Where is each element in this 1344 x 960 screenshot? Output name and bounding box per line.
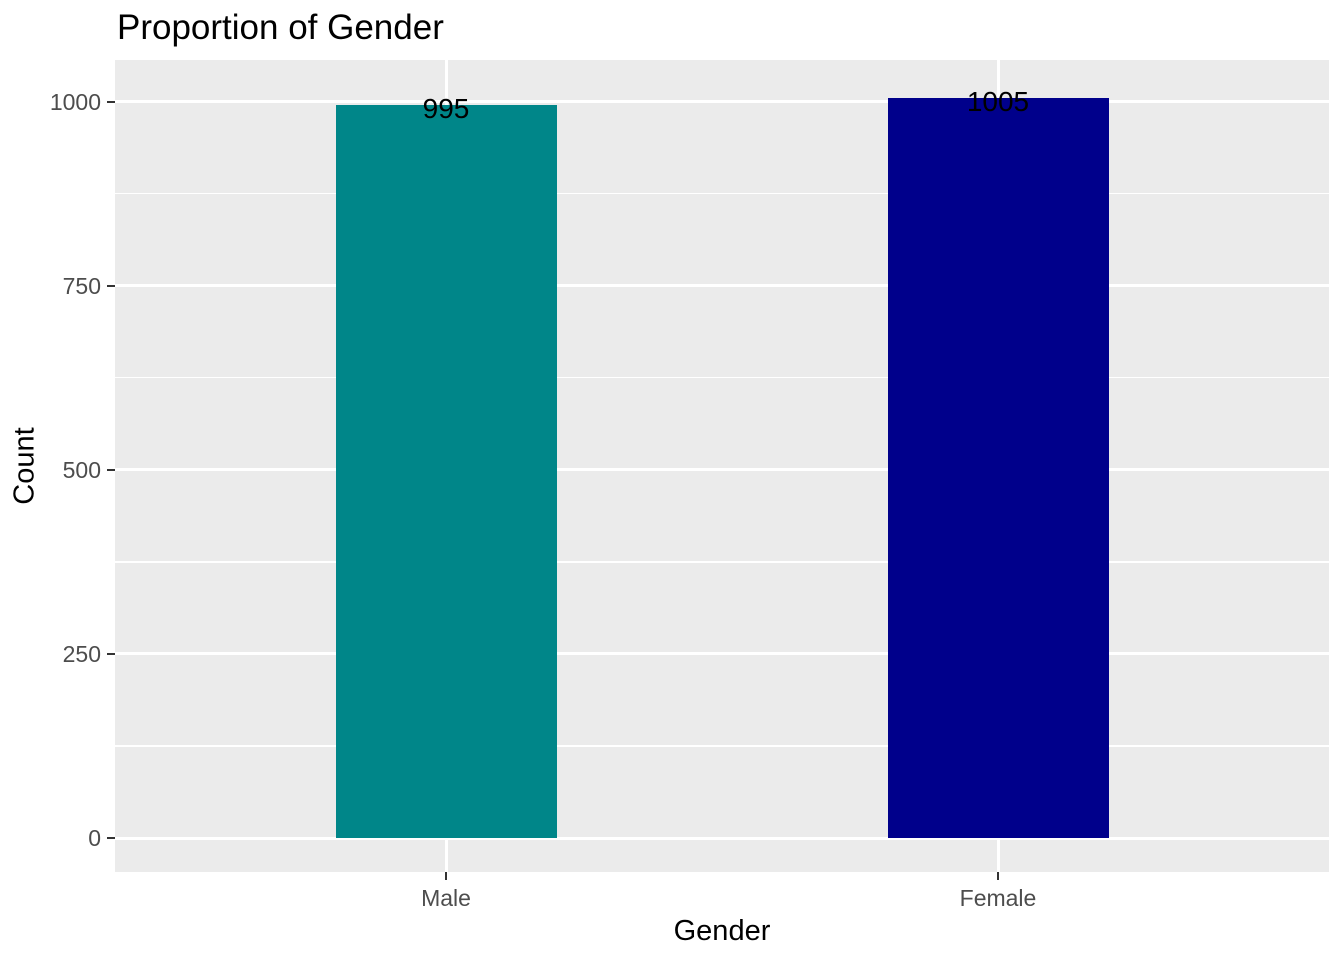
x-tick-mark bbox=[445, 872, 447, 880]
y-tick-label: 500 bbox=[62, 456, 101, 483]
x-tick-label-male: Male bbox=[421, 885, 471, 911]
y-tick-mark bbox=[107, 468, 115, 471]
chart-title: Proportion of Gender bbox=[117, 8, 444, 47]
y-tick-mark bbox=[107, 837, 115, 839]
gridline-minor-y bbox=[115, 376, 1329, 379]
gridline-major-y bbox=[115, 468, 1329, 472]
x-axis-title: Gender bbox=[673, 915, 771, 947]
y-tick-label: 0 bbox=[88, 825, 101, 851]
y-tick-label: 750 bbox=[62, 272, 101, 299]
y-tick-mark bbox=[107, 652, 115, 655]
bar-male bbox=[335, 105, 557, 838]
x-tick-label-female: Female bbox=[959, 885, 1037, 911]
gridline-major-y bbox=[115, 652, 1329, 656]
bar-value-label-female: 1005 bbox=[966, 85, 1030, 117]
y-tick-mark bbox=[107, 284, 115, 287]
gridline-major-y bbox=[115, 100, 1329, 103]
y-tick-label: 250 bbox=[62, 640, 101, 667]
gridline-major-y bbox=[115, 284, 1329, 288]
y-tick-mark bbox=[107, 100, 115, 103]
bar-value-label-male: 995 bbox=[422, 93, 470, 125]
gridline-major-y bbox=[115, 836, 1329, 840]
bar-female bbox=[887, 97, 1109, 838]
gridline-minor-y bbox=[115, 561, 1329, 563]
x-tick-mark bbox=[997, 872, 999, 880]
gridline-minor-y bbox=[115, 745, 1329, 747]
gridline-minor-y bbox=[115, 192, 1329, 195]
y-axis-title: Count bbox=[8, 427, 41, 505]
plot-panel bbox=[115, 60, 1329, 872]
y-tick-label: 1000 bbox=[49, 88, 101, 115]
